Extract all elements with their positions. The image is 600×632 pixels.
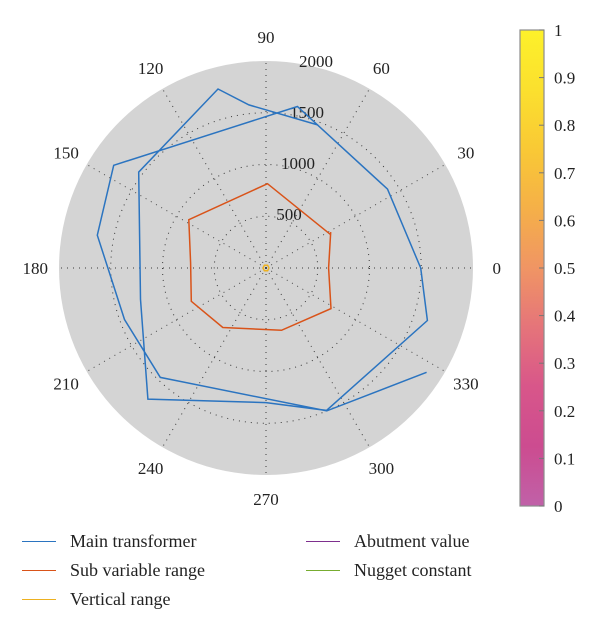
colorbar-tick-label: 1 <box>554 21 563 40</box>
angle-tick-label: 330 <box>453 374 479 393</box>
legend-item-vertical-range: Vertical range <box>22 586 170 612</box>
legend-item-nugget-constant: Nugget constant <box>306 557 471 583</box>
polar-plot-area: 0 30 60 90 120 150 180 210 240 270 300 330 500 1000 15… <box>22 28 501 509</box>
colorbar-tick-label: 0.3 <box>554 354 575 373</box>
legend-swatch <box>22 569 56 571</box>
angle-tick-label: 30 <box>457 144 474 163</box>
colorbar-tick-label: 0.7 <box>554 164 576 183</box>
colorbar-tick-label: 0.1 <box>554 449 575 468</box>
colorbar-tick-label: 0.2 <box>554 402 575 421</box>
radial-gridline <box>213 215 319 321</box>
colorbar-tick-label: 0.6 <box>554 211 575 230</box>
series-line-2 <box>262 264 270 272</box>
radial-gridline <box>162 164 370 372</box>
colorbar-tick-label: 0.4 <box>554 307 576 326</box>
polar-chart: 0 30 60 90 120 150 180 210 240 270 300 330 500 1000 15… <box>22 21 576 516</box>
colorbar-tick-label: 0.8 <box>554 116 575 135</box>
legend-swatch <box>306 569 340 571</box>
legend-label: Vertical range <box>70 588 171 609</box>
legend-label: Sub variable range <box>70 559 205 580</box>
legend-item-main-transformer: Main transformer <box>22 528 196 554</box>
colorbar-tick-label: 0.9 <box>554 69 575 88</box>
series-line-0 <box>96 88 429 412</box>
angle-tick-label: 270 <box>253 490 279 509</box>
angle-tick-label: 240 <box>138 459 164 478</box>
angle-tick-label: 150 <box>53 144 79 163</box>
angle-tick-label: 300 <box>369 459 395 478</box>
legend-item-abutment-value: Abutment value <box>306 528 469 554</box>
legend-swatch <box>306 540 340 542</box>
legend-label: Abutment value <box>354 530 470 551</box>
angle-tick-label: 60 <box>373 59 390 78</box>
angle-tick-label: 180 <box>22 259 48 278</box>
legend-label: Nugget constant <box>354 559 472 580</box>
legend-swatch <box>22 598 56 600</box>
series-line-1 <box>188 182 332 332</box>
legend-label: Main transformer <box>70 530 197 551</box>
legend-item-sub-variable-range: Sub variable range <box>22 557 205 583</box>
angle-tick-label: 0 <box>493 259 502 278</box>
radial-tick-label: 500 <box>276 205 302 224</box>
radial-tick-label: 1500 <box>290 103 324 122</box>
legend-swatch <box>22 540 56 542</box>
angle-tick-label: 90 <box>258 28 275 47</box>
angle-tick-label: 120 <box>138 59 164 78</box>
colorbar-tick-label: 0 <box>554 497 563 516</box>
colorbar: 0 0.1 0.2 0.3 0.4 0.5 0.6 0.7 0.8 0.9 1 <box>519 21 576 516</box>
colorbar-tick-label: 0.5 <box>554 259 575 278</box>
angle-tick-label: 210 <box>53 374 79 393</box>
radial-tick-label: 2000 <box>299 52 333 71</box>
legend: Main transformer Sub variable range Vert… <box>0 520 600 632</box>
radial-tick-label: 1000 <box>281 154 315 173</box>
